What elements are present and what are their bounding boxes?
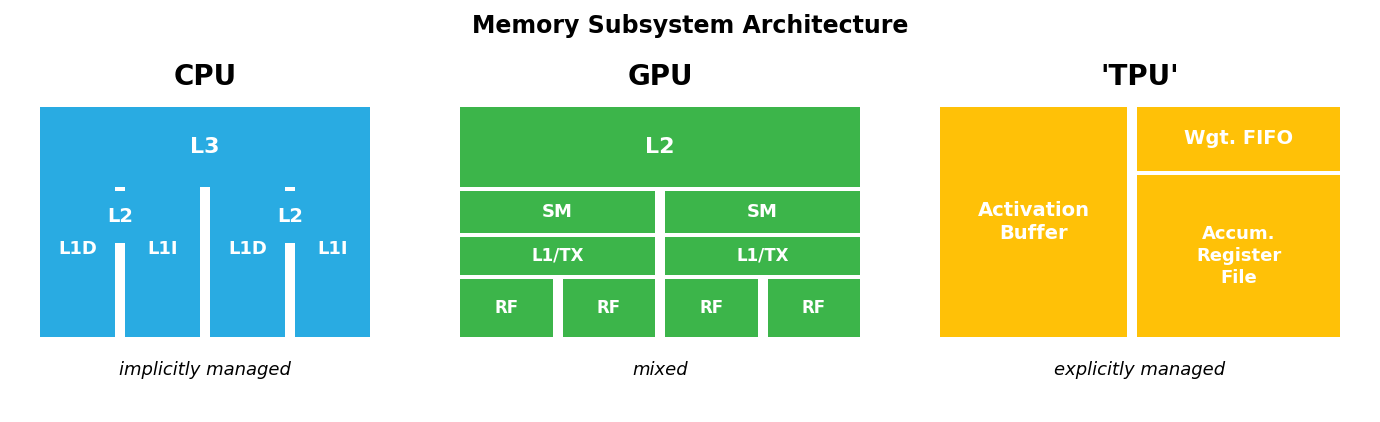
FancyBboxPatch shape bbox=[1137, 107, 1340, 171]
Text: L1I: L1I bbox=[317, 241, 348, 259]
Text: GPU: GPU bbox=[628, 63, 693, 91]
Text: L1/TX: L1/TX bbox=[531, 247, 584, 265]
FancyBboxPatch shape bbox=[295, 162, 370, 337]
Text: L1D: L1D bbox=[58, 241, 97, 259]
FancyBboxPatch shape bbox=[40, 191, 200, 243]
FancyBboxPatch shape bbox=[460, 107, 860, 187]
Text: Wgt. FIFO: Wgt. FIFO bbox=[1184, 130, 1293, 149]
FancyBboxPatch shape bbox=[126, 162, 200, 337]
Text: CPU: CPU bbox=[174, 63, 236, 91]
FancyBboxPatch shape bbox=[460, 237, 656, 275]
FancyBboxPatch shape bbox=[767, 279, 860, 337]
Text: L2: L2 bbox=[108, 208, 132, 227]
Text: mixed: mixed bbox=[632, 361, 687, 379]
Text: 'TPU': 'TPU' bbox=[1101, 63, 1180, 91]
FancyBboxPatch shape bbox=[940, 107, 1127, 337]
FancyBboxPatch shape bbox=[665, 191, 860, 233]
FancyBboxPatch shape bbox=[210, 191, 370, 243]
FancyBboxPatch shape bbox=[40, 162, 115, 337]
FancyBboxPatch shape bbox=[460, 191, 656, 233]
Text: L1/TX: L1/TX bbox=[737, 247, 789, 265]
FancyBboxPatch shape bbox=[1137, 175, 1340, 337]
Text: SM: SM bbox=[542, 203, 573, 221]
Text: RF: RF bbox=[700, 299, 723, 317]
Text: L2: L2 bbox=[277, 208, 304, 227]
Text: L1I: L1I bbox=[148, 241, 178, 259]
Text: Accum.
Register
File: Accum. Register File bbox=[1196, 225, 1281, 287]
FancyBboxPatch shape bbox=[460, 279, 552, 337]
FancyBboxPatch shape bbox=[665, 279, 758, 337]
Text: implicitly managed: implicitly managed bbox=[119, 361, 291, 379]
Text: RF: RF bbox=[494, 299, 519, 317]
FancyBboxPatch shape bbox=[40, 107, 370, 187]
Text: RF: RF bbox=[596, 299, 621, 317]
FancyBboxPatch shape bbox=[665, 237, 860, 275]
Text: explicitly managed: explicitly managed bbox=[1054, 361, 1225, 379]
Text: L1D: L1D bbox=[228, 241, 266, 259]
Text: RF: RF bbox=[802, 299, 825, 317]
Text: L2: L2 bbox=[646, 137, 675, 157]
Text: SM: SM bbox=[747, 203, 778, 221]
FancyBboxPatch shape bbox=[563, 279, 656, 337]
FancyBboxPatch shape bbox=[210, 162, 286, 337]
Text: Activation
Buffer: Activation Buffer bbox=[977, 201, 1090, 243]
Text: Memory Subsystem Architecture: Memory Subsystem Architecture bbox=[472, 14, 908, 38]
Text: L3: L3 bbox=[190, 137, 219, 157]
